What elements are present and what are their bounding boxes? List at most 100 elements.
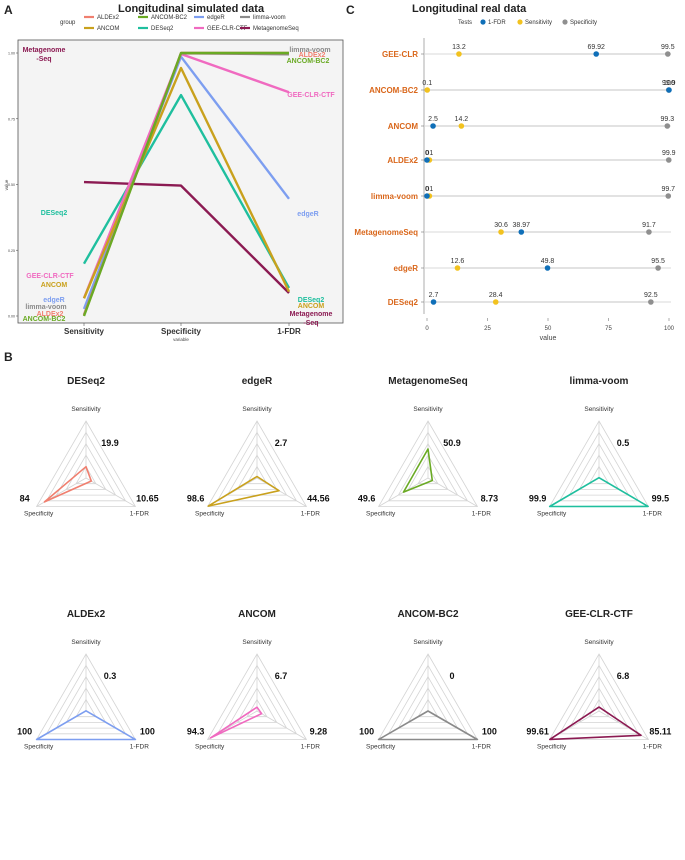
radar-title: ANCOM	[238, 609, 276, 620]
radar-axis-sensitivity: Sensitivity	[71, 406, 101, 413]
radar-value-sensitivity: 50.9	[443, 438, 461, 448]
radar-axis-specificity: Specificity	[195, 511, 225, 518]
dot-1-fdr	[424, 157, 430, 163]
radar-grid-ring	[397, 442, 459, 496]
radar-value-sensitivity: 19.9	[101, 438, 119, 448]
row-name-limma-voom: limma-voom	[371, 192, 418, 201]
radar-grid-ring	[206, 420, 308, 507]
value-label-specificity: 99.5	[661, 44, 675, 51]
legend-label-gee-clr-ctf: GEE-CLR-CTF	[207, 26, 248, 32]
radar-value-1-fdr: 44.56	[307, 494, 330, 504]
radar-chart-aldex2: ALDEx2 Sensitivity Specificity 1-FDR 0.3 100 1…	[17, 609, 155, 751]
radar-grid-ring	[387, 431, 469, 502]
line-end-label-right: ANCOM	[298, 303, 325, 310]
radar-axis-1-fdr: 1-FDR	[301, 511, 320, 518]
line-end-label-right: DESeq2	[298, 297, 325, 304]
dot-1-fdr	[430, 123, 436, 129]
radar-axis-specificity: Specificity	[366, 511, 396, 518]
series-line-ancom	[82, 66, 291, 299]
radar-grid-ring	[558, 664, 640, 735]
radar-grid-ring	[35, 420, 137, 507]
dot-specificity	[665, 157, 672, 163]
value-label-sensitivity: 01	[426, 186, 434, 193]
radar-grid-ring	[578, 454, 620, 490]
legend-c-label-specificity: Specificity	[570, 20, 597, 26]
radar-axis-specificity: Specificity	[195, 744, 225, 751]
radar-axis-specificity: Specificity	[537, 511, 567, 518]
value-label-specificity: 99.9	[662, 150, 676, 157]
legend-dot-1-fdr	[480, 19, 486, 25]
radar-axis-1-fdr: 1-FDR	[643, 744, 662, 751]
value-label-1-fdr: 49.8	[541, 258, 555, 265]
x-axis-label: variable	[173, 337, 189, 342]
dot-specificity	[664, 123, 671, 129]
y-tick-label: 0.00	[8, 315, 15, 319]
radar-value-1-fdr: 9.28	[310, 727, 328, 737]
line-end-label-left: limma-voom	[25, 304, 66, 311]
dot-1-fdr	[424, 193, 430, 199]
c-x-tick-label: 100	[664, 326, 675, 332]
value-label-sensitivity: 28.4	[489, 292, 503, 299]
chart-a-plot-area	[17, 39, 344, 324]
panel-label-c: C	[346, 3, 355, 17]
radar-chart-gee-clr-ctf: GEE-CLR-CTF Sensitivity Specificity 1-FDR 6.…	[526, 609, 671, 751]
series-line-metagenomeseq	[83, 180, 290, 294]
c-x-axis-label: value	[540, 335, 557, 342]
radar-data-polygon	[548, 706, 642, 741]
radar-title: DESeq2	[67, 376, 105, 387]
legend-label-edger: edgeR	[207, 15, 225, 21]
y-tick-label: 0.25	[8, 249, 15, 253]
legend-dot-sensitivity	[517, 19, 523, 25]
radar-axis-1-fdr: 1-FDR	[643, 511, 662, 518]
row-name-edger: edgeR	[394, 264, 419, 273]
row-name-aldex2: ALDEx2	[387, 156, 418, 165]
legend-c-label-sensitivity: Sensitivity	[525, 20, 552, 26]
legend-c-title: Tests	[458, 20, 472, 26]
radar-value-sensitivity: 2.7	[275, 438, 288, 448]
value-label-sensitivity: 12.6	[451, 258, 465, 265]
radar-chart-ancom: ANCOM Sensitivity Specificity 1-FDR 6.7 94.3 9…	[187, 609, 327, 751]
dot-sensitivity	[456, 51, 462, 57]
radar-data-polygon	[377, 710, 479, 741]
row-name-ancom-bc2: ANCOM-BC2	[369, 86, 418, 95]
radar-value-1-fdr: 100	[482, 727, 497, 737]
value-label-sensitivity: 13.2	[452, 44, 466, 51]
chart-c-title: Longitudinal real data	[412, 3, 527, 15]
radar-grid-ring	[588, 698, 610, 718]
value-label-1-fdr: 38.97	[513, 222, 531, 229]
radar-axis-1-fdr: 1-FDR	[130, 744, 149, 751]
radar-chart-deseq2: DESeq2 Sensitivity Specificity 1-FDR 19.9 84 1…	[20, 376, 159, 518]
line-end-label-right: Metagenome	[290, 311, 333, 318]
radar-value-specificity: 94.3	[187, 727, 205, 737]
radar-spoke	[427, 477, 478, 507]
radar-data-polygon	[402, 448, 434, 493]
dot-sensitivity	[454, 265, 461, 271]
radar-chart-ancom-bc2: ANCOM-BC2 Sensitivity Specificity 1-FDR 0 100…	[359, 609, 497, 751]
radar-title: MetagenomeSeq	[388, 376, 467, 387]
line-end-label-left: DESeq2	[41, 210, 68, 217]
radar-grid-ring	[65, 687, 107, 723]
value-label-specificity: 99.9	[662, 80, 676, 87]
dot-specificity	[648, 299, 654, 305]
y-tick-label: 0.75	[8, 117, 15, 121]
radar-value-1-fdr: 85.11	[649, 727, 671, 737]
row-name-metagenomeseq: MetagenomeSeq	[354, 228, 418, 237]
dot-specificity	[646, 229, 652, 235]
radar-chart-metagenomeseq: MetagenomeSeq Sensitivity Specificity 1-FDR…	[358, 376, 498, 518]
row-name-deseq2: DESeq2	[388, 298, 419, 307]
line-end-label-left: -Seq	[36, 56, 51, 63]
legend-label-aldex2: ALDEx2	[97, 15, 120, 21]
radar-axis-specificity: Specificity	[366, 744, 396, 751]
value-label-specificity: 95.5	[651, 258, 665, 265]
radar-axis-specificity: Specificity	[24, 744, 54, 751]
radar-value-1-fdr: 8.73	[481, 494, 499, 504]
radar-grid-ring	[216, 431, 298, 502]
dot-specificity	[664, 51, 671, 57]
radar-data-polygon	[43, 465, 93, 503]
radar-axis-1-fdr: 1-FDR	[472, 511, 491, 518]
radar-grid-ring	[588, 465, 610, 485]
radar-grid-ring	[558, 431, 640, 502]
radar-axis-1-fdr: 1-FDR	[130, 511, 149, 518]
radar-value-sensitivity: 0.5	[617, 438, 630, 448]
radar-axis-sensitivity: Sensitivity	[413, 406, 443, 413]
